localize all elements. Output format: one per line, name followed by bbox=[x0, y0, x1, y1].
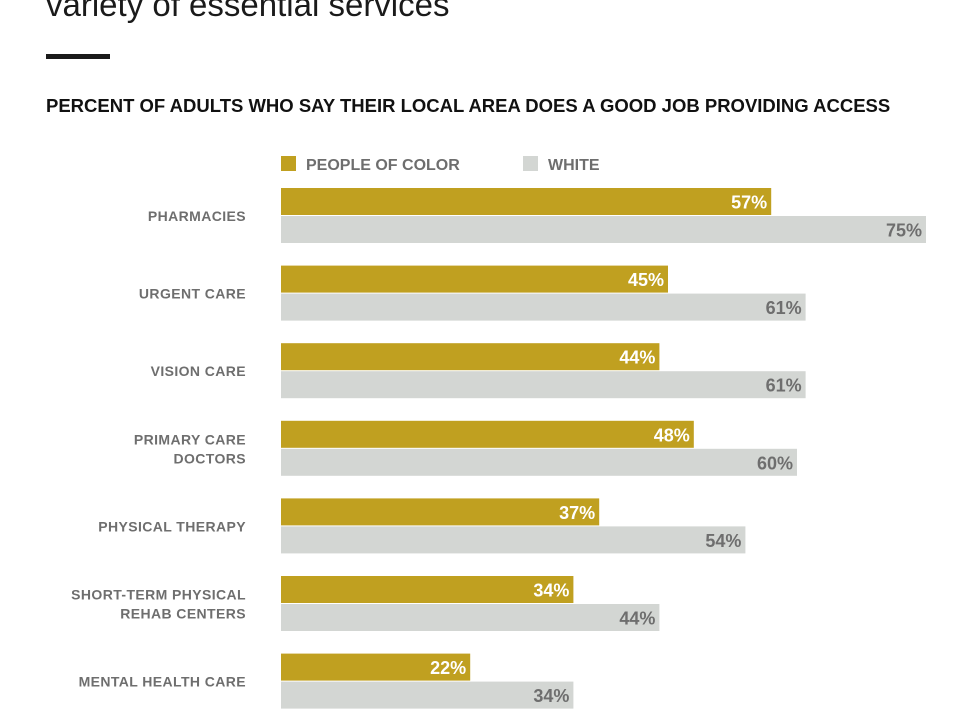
value-label-white-6: 44% bbox=[619, 609, 655, 629]
bar-white-1 bbox=[281, 216, 926, 243]
value-label-white-5: 54% bbox=[705, 531, 741, 551]
legend-swatch-2 bbox=[523, 156, 538, 171]
title-underline bbox=[46, 54, 110, 59]
category-label-4-line-1: PRIMARY CARE bbox=[134, 431, 246, 447]
category-label-3: VISION CARE bbox=[151, 363, 246, 379]
value-label-people-of-color-1: 57% bbox=[731, 193, 767, 213]
bar-white-2 bbox=[281, 293, 806, 321]
value-label-white-2: 61% bbox=[766, 298, 802, 318]
value-label-people-of-color-2: 45% bbox=[628, 270, 664, 290]
chart-title: variety of essential services bbox=[46, 0, 450, 23]
category-label-2: URGENT CARE bbox=[139, 286, 246, 302]
category-label-6-line-2: REHAB CENTERS bbox=[120, 606, 246, 622]
legend-swatch-1 bbox=[281, 156, 296, 171]
category-label-4-line-2: DOCTORS bbox=[173, 450, 246, 466]
bar-white-4 bbox=[281, 448, 797, 476]
bar-white-3 bbox=[281, 371, 806, 399]
value-label-white-3: 61% bbox=[766, 376, 802, 396]
value-label-people-of-color-6: 34% bbox=[533, 581, 569, 601]
value-label-white-1: 75% bbox=[886, 221, 922, 241]
legend-label-1: PEOPLE OF COLOR bbox=[306, 157, 460, 174]
category-label-1: PHARMACIES bbox=[148, 208, 246, 224]
legend-label-2: WHITE bbox=[548, 157, 600, 174]
bar-people-of-color-1 bbox=[281, 188, 772, 215]
bar-people-of-color-7 bbox=[281, 653, 471, 681]
category-label-7: MENTAL HEALTH CARE bbox=[79, 674, 246, 690]
category-label-5: PHYSICAL THERAPY bbox=[98, 518, 246, 534]
value-label-white-4: 60% bbox=[757, 453, 793, 473]
bar-white-7 bbox=[281, 681, 574, 709]
value-label-people-of-color-4: 48% bbox=[654, 425, 690, 445]
value-label-people-of-color-7: 22% bbox=[430, 658, 466, 678]
value-label-people-of-color-5: 37% bbox=[559, 503, 595, 523]
bar-people-of-color-5 bbox=[281, 498, 600, 526]
category-label-6-line-1: SHORT-TERM PHYSICAL bbox=[71, 587, 246, 603]
bar-white-6 bbox=[281, 604, 660, 631]
bar-people-of-color-4 bbox=[281, 420, 694, 448]
value-label-people-of-color-3: 44% bbox=[619, 348, 655, 368]
bar-people-of-color-2 bbox=[281, 265, 668, 293]
bar-people-of-color-3 bbox=[281, 343, 660, 371]
value-label-white-7: 34% bbox=[533, 686, 569, 706]
bar-white-5 bbox=[281, 526, 746, 554]
bar-people-of-color-6 bbox=[281, 576, 574, 603]
chart-subtitle: PERCENT OF ADULTS WHO SAY THEIR LOCAL AR… bbox=[46, 95, 891, 116]
